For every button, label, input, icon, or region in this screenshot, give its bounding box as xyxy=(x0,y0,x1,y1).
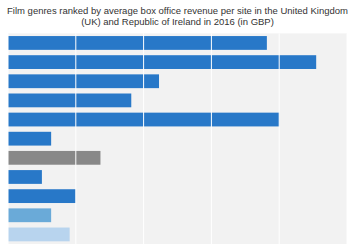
grid-line xyxy=(75,33,76,244)
plot-background xyxy=(8,33,347,244)
bar xyxy=(8,208,51,222)
grid-line xyxy=(347,33,348,244)
bars xyxy=(8,36,316,241)
grid-line xyxy=(211,33,212,244)
bar xyxy=(8,132,51,146)
bar xyxy=(8,55,316,69)
bar xyxy=(8,170,42,184)
title: Film genres ranked by average box office… xyxy=(7,5,348,28)
grid xyxy=(8,33,347,244)
chart: Film genres ranked by average box office… xyxy=(0,0,355,252)
bar xyxy=(8,74,159,88)
bar xyxy=(8,93,131,107)
bar xyxy=(8,151,100,165)
bar xyxy=(8,189,76,203)
bar xyxy=(8,36,267,50)
grid-line xyxy=(143,33,144,244)
bar xyxy=(8,228,70,242)
grid-line xyxy=(279,33,280,244)
grid-line xyxy=(8,33,9,244)
chart-container: Film genres ranked by average box office… xyxy=(0,0,355,252)
